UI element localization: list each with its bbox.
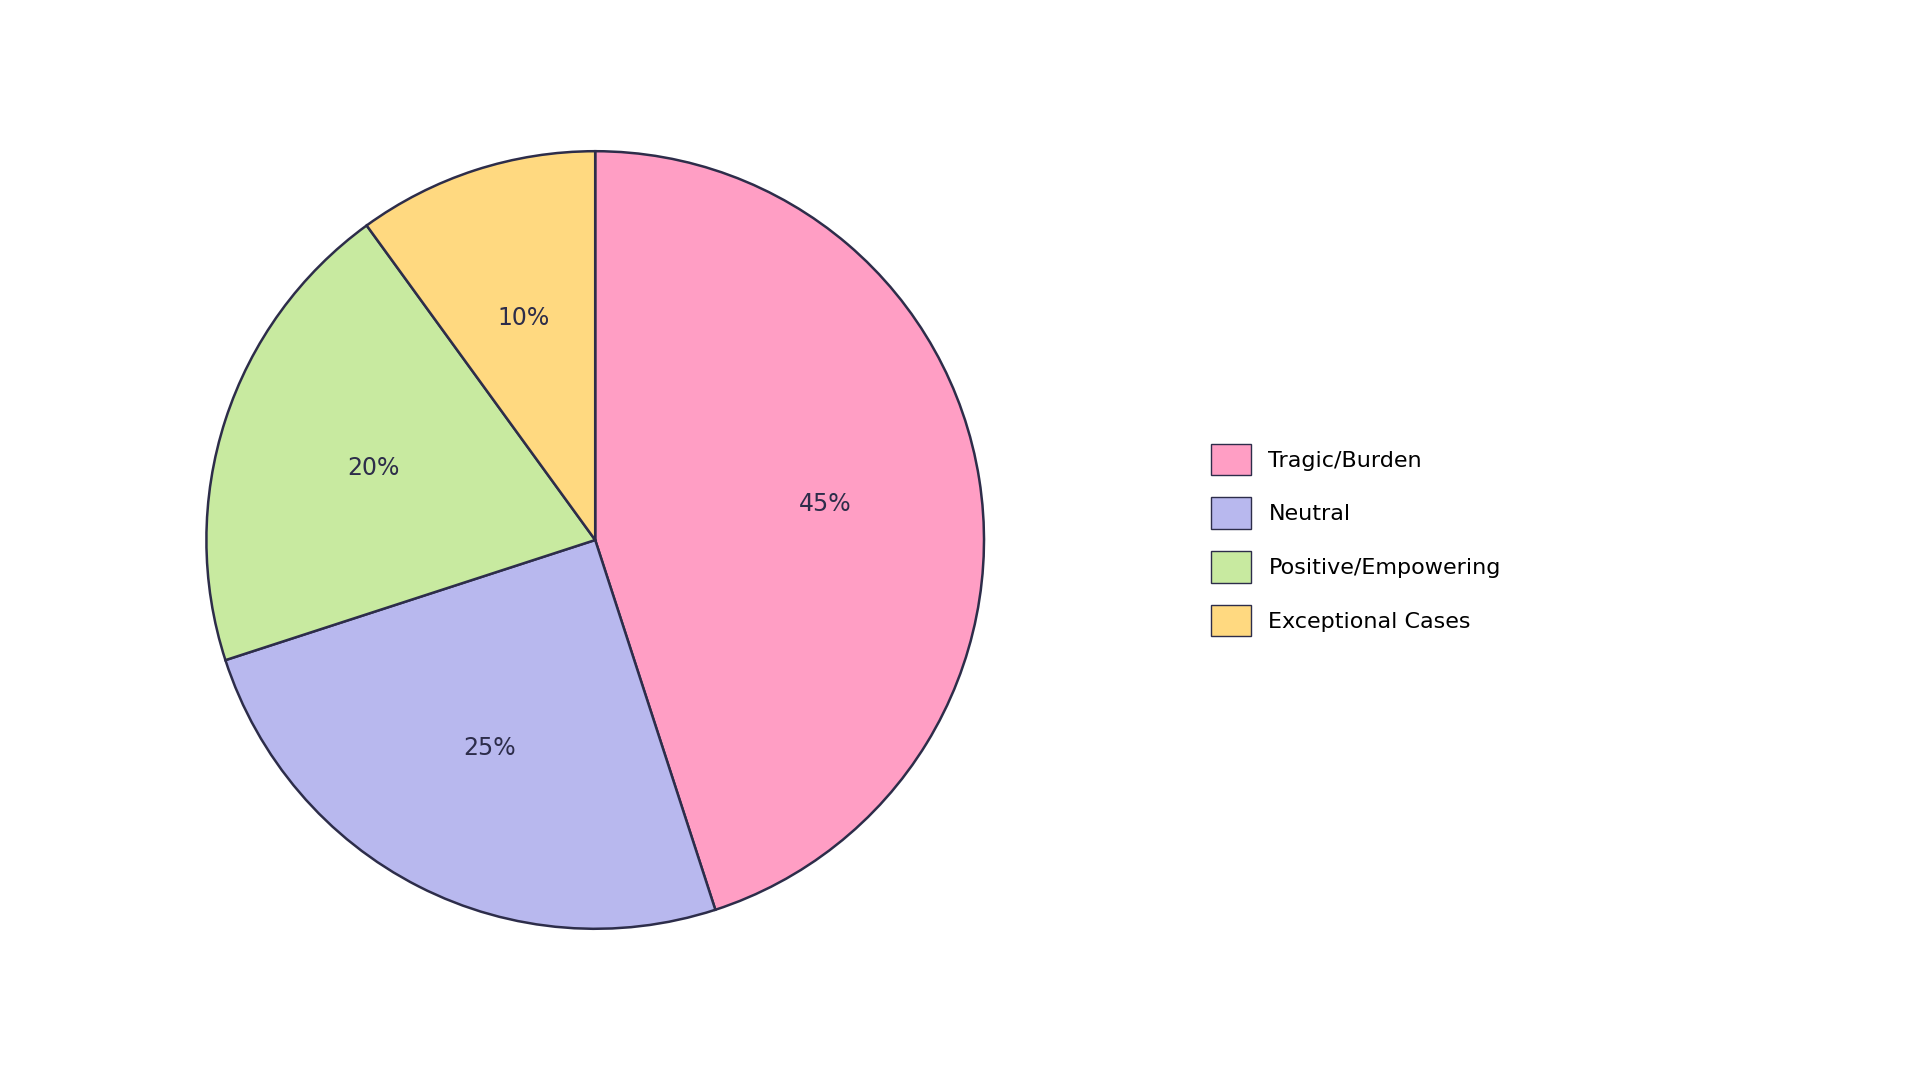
Text: 25%: 25% bbox=[463, 735, 516, 760]
Wedge shape bbox=[367, 151, 595, 540]
Wedge shape bbox=[225, 540, 716, 929]
Wedge shape bbox=[207, 226, 595, 660]
Legend: Tragic/Burden, Neutral, Positive/Empowering, Exceptional Cases: Tragic/Burden, Neutral, Positive/Empower… bbox=[1200, 433, 1511, 647]
Wedge shape bbox=[595, 151, 983, 909]
Text: 20%: 20% bbox=[348, 456, 399, 480]
Text: 45%: 45% bbox=[799, 491, 852, 515]
Text: 10%: 10% bbox=[497, 306, 549, 330]
